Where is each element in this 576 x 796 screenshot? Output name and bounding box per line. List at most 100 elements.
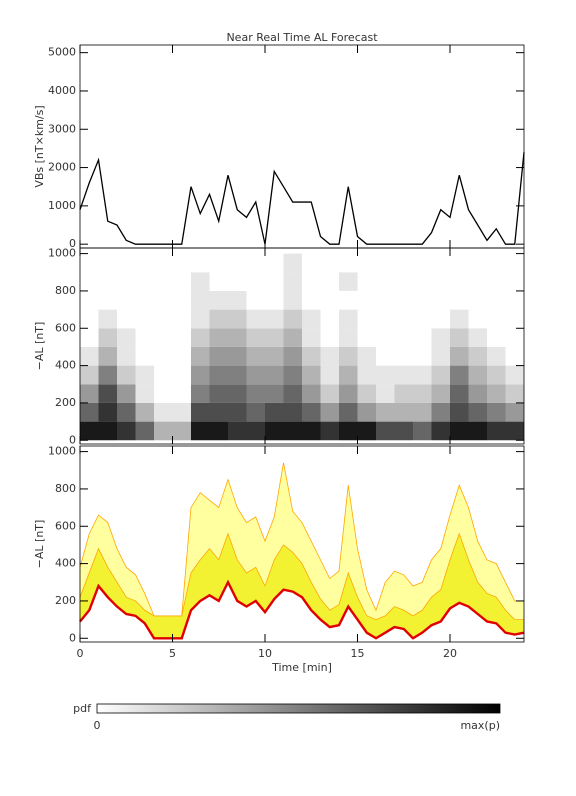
pdf-cell [283, 309, 302, 329]
pdf-cell [283, 272, 302, 291]
y-tick-label: 200 [55, 594, 76, 607]
pdf-cell [394, 290, 413, 310]
y-tick-label: 0 [69, 433, 76, 446]
pdf-cell [413, 309, 432, 329]
pdf-cell [283, 365, 302, 385]
pdf-cell [376, 253, 395, 273]
pdf-cell [246, 346, 265, 366]
pdf-cell [468, 328, 487, 347]
y-axis-label: VBs [nT×km/s] [33, 105, 46, 187]
y-axis-label: −AL [nT] [33, 322, 46, 371]
pdf-cell [98, 421, 117, 441]
pdf-cell [339, 346, 358, 366]
pdf-cell [228, 309, 247, 329]
pdf-cell [172, 272, 191, 291]
y-tick-label: 800 [55, 284, 76, 297]
pdf-cell [283, 346, 302, 366]
pdf-cell [80, 402, 99, 422]
pdf-cell [302, 253, 321, 273]
pdf-cell [487, 309, 506, 329]
pdf-cell [98, 272, 117, 291]
pdf-cell [413, 253, 432, 273]
pdf-cell [135, 421, 154, 441]
pdf-cell [80, 421, 99, 441]
pdf-cell [431, 253, 450, 273]
pdf-cell [357, 290, 376, 310]
pdf-cell [357, 309, 376, 329]
pdf-cell [209, 365, 228, 385]
pdf-cell [431, 309, 450, 329]
plot-frame [79, 247, 525, 445]
pdf-cell [487, 253, 506, 273]
pdf-cell [135, 384, 154, 403]
pdf-cell [487, 384, 506, 403]
pdf-cell [228, 384, 247, 403]
pdf-cell [320, 346, 339, 366]
pdf-cell [246, 309, 265, 329]
pdf-cell [209, 328, 228, 347]
pdf-cell [413, 328, 432, 347]
pdf-cell [487, 402, 506, 422]
pdf-cell [283, 421, 302, 441]
pdf-cell [265, 309, 284, 329]
pdf-cell [98, 309, 117, 329]
pdf-cell [468, 402, 487, 422]
pdf-cell [413, 421, 432, 441]
y-tick-label: 400 [55, 359, 76, 372]
pdf-cell [135, 402, 154, 422]
pdf-cell [320, 272, 339, 291]
pdf-cell [431, 384, 450, 403]
pdf-cell [376, 365, 395, 385]
pdf-cell [265, 402, 284, 422]
y-tick-label: 400 [55, 557, 76, 570]
pdf-cell [468, 384, 487, 403]
pdf-cell [302, 272, 321, 291]
x-tick-label: 0 [77, 647, 84, 660]
x-tick-label: 15 [351, 647, 365, 660]
colorbar [96, 703, 501, 714]
pdf-cell [154, 346, 173, 366]
pdf-cell [413, 365, 432, 385]
pdf-cell [283, 402, 302, 422]
pdf-cell [320, 309, 339, 329]
y-axis-label: −AL [nT] [33, 520, 46, 569]
pdf-cell [339, 421, 358, 441]
pdf-cell [154, 402, 173, 422]
pdf-cell [394, 309, 413, 329]
pdf-cell [117, 402, 136, 422]
pdf-cell [431, 365, 450, 385]
pdf-cell [117, 290, 136, 310]
pdf-cell [450, 309, 469, 329]
pdf-cell [320, 402, 339, 422]
pdf-cell [191, 421, 210, 441]
pdf-cell [302, 328, 321, 347]
pdf-cell [450, 384, 469, 403]
pdf-cell [339, 365, 358, 385]
pdf-cell [450, 253, 469, 273]
y-tick-label: 0 [69, 631, 76, 644]
pdf-cell [505, 253, 524, 273]
pdf-cell [117, 421, 136, 441]
pdf-cell [357, 272, 376, 291]
pdf-cell [246, 253, 265, 273]
pdf-cell [450, 421, 469, 441]
pdf-cell [265, 328, 284, 347]
quantile-line [79, 579, 525, 640]
pdf-cell [135, 309, 154, 329]
pdf-cell [172, 365, 191, 385]
pdf-cell [394, 328, 413, 347]
pdf-cell [98, 290, 117, 310]
pdf-cell [209, 272, 228, 291]
pdf-cell [450, 365, 469, 385]
pdf-cell [135, 328, 154, 347]
pdf-cell [357, 384, 376, 403]
pdf-cell [339, 309, 358, 329]
pdf-cell [320, 365, 339, 385]
pdf-cell [246, 384, 265, 403]
pdf-cell [228, 253, 247, 273]
pdf-cell [487, 272, 506, 291]
vbs-line [79, 152, 525, 245]
pdf-cell [505, 328, 524, 347]
x-tick-label: 5 [169, 647, 176, 660]
pdf-cell [320, 384, 339, 403]
